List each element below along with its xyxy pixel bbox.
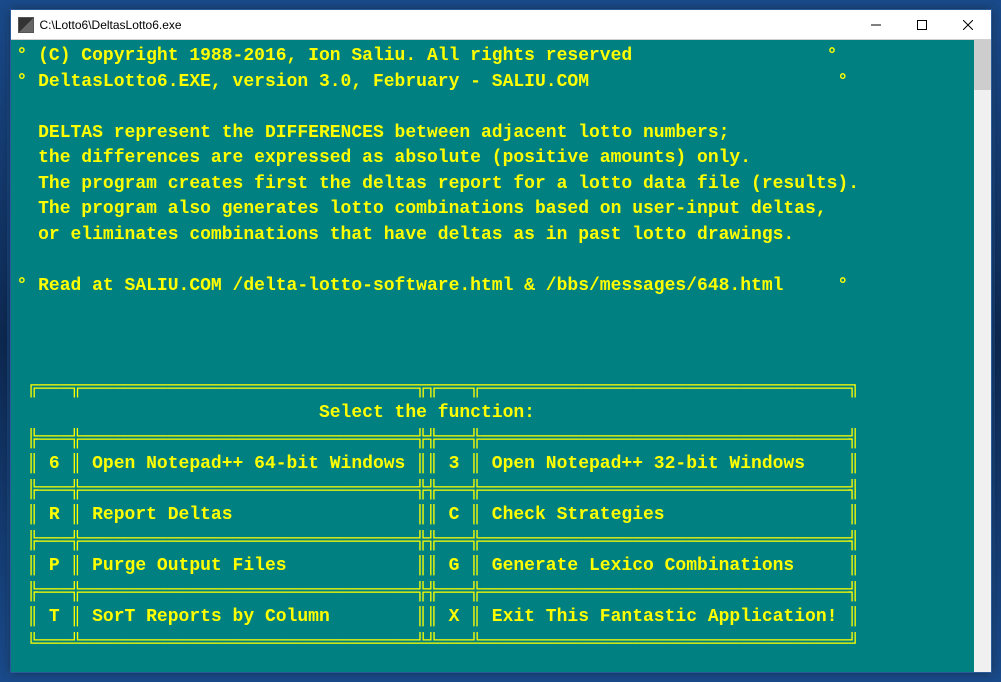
desc-line-1: DELTAS represent the DIFFERENCES between… [17, 121, 968, 147]
maximize-icon [917, 20, 927, 30]
console-output[interactable]: ° (C) Copyright 1988-2016, Ion Saliu. Al… [11, 40, 974, 672]
titlebar[interactable]: C:\Lotto6\DeltasLotto6.exe [11, 10, 991, 40]
menu-box-sep: ╠═══╬═══════════════════════════════╬╬══… [17, 478, 968, 504]
app-icon [18, 17, 34, 33]
blank-line [17, 95, 968, 121]
desc-line-4: The program also generates lotto combina… [17, 197, 968, 223]
scrollbar-thumb[interactable] [974, 40, 991, 90]
readmore-line: ° Read at SALIU.COM /delta-lotto-softwar… [17, 274, 968, 300]
blank-line [17, 350, 968, 376]
copyright-line: ° (C) Copyright 1988-2016, Ion Saliu. Al… [17, 44, 968, 70]
blank-line [17, 248, 968, 274]
maximize-button[interactable] [899, 10, 945, 39]
menu-box-sep: ╠═══╬═══════════════════════════════╬╬══… [17, 580, 968, 606]
menu-title: Select the function: [17, 401, 968, 427]
menu-box-bottom: ╚═══╩═══════════════════════════════╩╩══… [17, 631, 968, 657]
desc-line-3: The program creates first the deltas rep… [17, 172, 968, 198]
console-area: ° (C) Copyright 1988-2016, Ion Saliu. Al… [11, 40, 991, 672]
menu-box-top: ╔═══╦═══════════════════════════════╦╦══… [17, 376, 968, 402]
menu-row-3[interactable]: ║ P ║ Purge Output Files ║║ G ║ Generate… [17, 554, 968, 580]
menu-box-headsep: ╠═══╬═══════════════════════════════╬╬══… [17, 427, 968, 453]
desc-line-5: or eliminates combinations that have del… [17, 223, 968, 249]
app-window: C:\Lotto6\DeltasLotto6.exe ° (C) Copyrig… [10, 9, 992, 673]
blank-line [17, 325, 968, 351]
desc-line-2: the differences are expressed as absolut… [17, 146, 968, 172]
close-icon [963, 20, 973, 30]
menu-row-1[interactable]: ║ 6 ║ Open Notepad++ 64-bit Windows ║║ 3… [17, 452, 968, 478]
menu-row-4[interactable]: ║ T ║ SorT Reports by Column ║║ X ║ Exit… [17, 605, 968, 631]
vertical-scrollbar[interactable] [974, 40, 991, 672]
menu-row-2[interactable]: ║ R ║ Report Deltas ║║ C ║ Check Strateg… [17, 503, 968, 529]
menu-box-sep: ╠═══╬═══════════════════════════════╬╬══… [17, 529, 968, 555]
minimize-button[interactable] [853, 10, 899, 39]
window-title: C:\Lotto6\DeltasLotto6.exe [40, 18, 853, 32]
minimize-icon [871, 20, 881, 30]
window-controls [853, 10, 991, 39]
version-line: ° DeltasLotto6.EXE, version 3.0, Februar… [17, 70, 968, 96]
blank-line [17, 299, 968, 325]
close-button[interactable] [945, 10, 991, 39]
